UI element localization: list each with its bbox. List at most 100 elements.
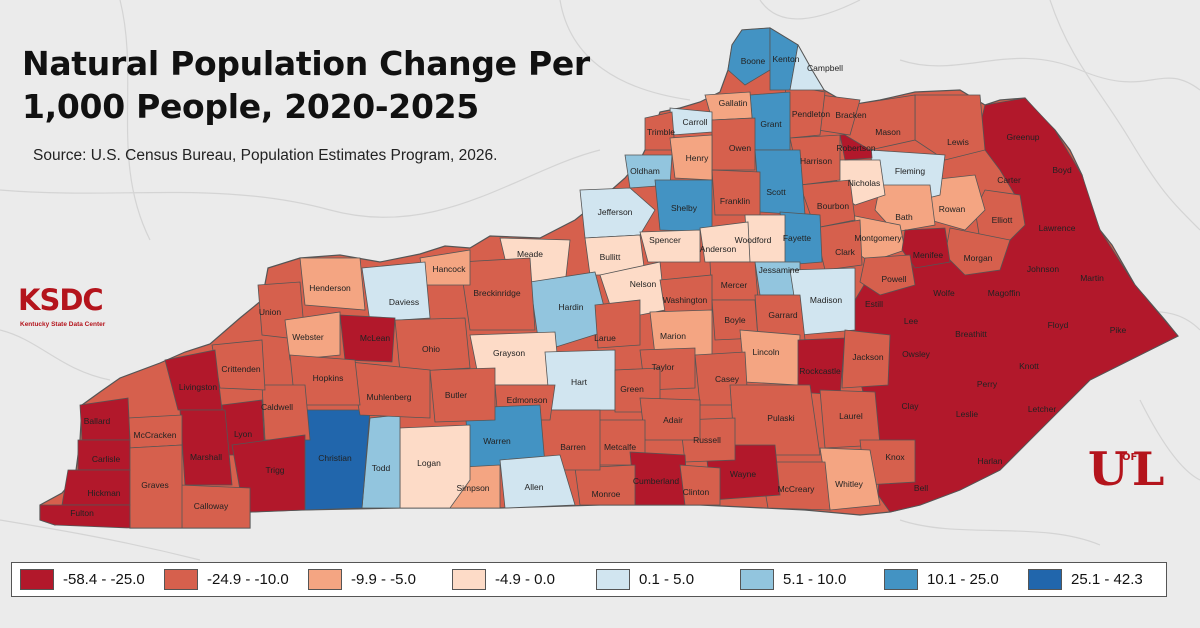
county-label: Montgomery (854, 233, 902, 243)
county-label: Madison (810, 295, 842, 305)
county-label: Hancock (432, 264, 466, 274)
county-label: Caldwell (261, 402, 293, 412)
county-washington[interactable] (659, 274, 713, 313)
county-label: Lawrence (1039, 223, 1076, 233)
county-label: Jackson (852, 352, 883, 362)
county-label: Fleming (895, 166, 926, 176)
county-label: Muhlenberg (367, 392, 412, 402)
county-label: Taylor (652, 362, 675, 372)
county-label: Boyd (1052, 165, 1072, 175)
county-label: Barren (560, 442, 586, 452)
county-label: Mercer (721, 280, 748, 290)
county-menifee[interactable] (901, 227, 951, 269)
county-label: Trimble (647, 127, 675, 137)
county-allen[interactable] (499, 454, 576, 509)
county-label: Union (259, 307, 281, 317)
county-label: Robertson (836, 143, 875, 153)
ksdc-logo-text: KSDC (18, 283, 104, 317)
county-label: Bell (914, 483, 928, 493)
county-monroe[interactable] (574, 464, 636, 506)
county-label: Hickman (87, 488, 120, 498)
county-marshall[interactable] (179, 409, 233, 486)
legend-swatch (308, 569, 342, 590)
county-label: Oldham (630, 166, 660, 176)
county-label: Lee (904, 316, 918, 326)
county-label: Bracken (835, 110, 866, 120)
county-fulton[interactable] (39, 504, 131, 529)
county-label: Scott (766, 187, 786, 197)
county-spencer[interactable] (639, 229, 701, 263)
county-webster[interactable] (284, 311, 341, 361)
county-label: Harrison (800, 156, 832, 166)
county-label: Ohio (422, 344, 440, 354)
county-mclean[interactable] (339, 314, 396, 363)
county-breckinridge[interactable] (459, 257, 536, 331)
county-butler[interactable] (429, 367, 496, 423)
county-label: Magoffin (988, 288, 1021, 298)
county-muhlenberg[interactable] (349, 361, 431, 419)
county-label: Christian (318, 453, 352, 463)
county-jackson[interactable] (841, 329, 891, 389)
county-label: Edmonson (507, 395, 548, 405)
county-label: Nelson (630, 279, 657, 289)
county-henderson[interactable] (299, 257, 366, 311)
legend-item: -24.9 - -10.0 (156, 569, 300, 590)
county-label: Elliott (992, 215, 1013, 225)
county-label: Knox (885, 452, 905, 462)
county-label: McCracken (134, 430, 177, 440)
county-powell[interactable] (859, 254, 916, 296)
uofl-logo-of: OF (1122, 452, 1138, 463)
county-label: Shelby (671, 203, 698, 213)
county-label: Jessamine (759, 265, 800, 275)
county-daviess[interactable] (361, 261, 431, 323)
county-label: Livingston (179, 382, 218, 392)
county-label: Bullitt (600, 252, 621, 262)
county-jefferson[interactable] (579, 187, 656, 239)
county-label: Spencer (649, 235, 681, 245)
county-franklin[interactable] (711, 169, 761, 216)
county-label: Butler (445, 390, 467, 400)
county-lincoln[interactable] (739, 329, 801, 386)
legend-swatch (452, 569, 486, 590)
uofl-logo: U OF L (1088, 444, 1170, 496)
county-clinton[interactable] (679, 464, 721, 506)
legend-item: 5.1 - 10.0 (732, 569, 876, 590)
county-label: Powell (881, 274, 906, 284)
county-caldwell[interactable] (261, 384, 311, 441)
county-label: Perry (977, 379, 998, 389)
county-campbell[interactable] (789, 43, 825, 91)
map-title: Natural Population Change Per 1,000 Peop… (22, 42, 590, 128)
county-label: Larue (594, 333, 616, 343)
uofl-logo-u: U (1088, 442, 1129, 496)
county-label: Hart (571, 377, 588, 387)
county-bath[interactable] (874, 184, 936, 233)
county-label: Casey (715, 374, 740, 384)
legend-item: 25.1 - 42.3 (1020, 569, 1164, 590)
county-label: Clay (901, 401, 919, 411)
legend-label: 25.1 - 42.3 (1071, 571, 1143, 588)
county-label: Whitley (835, 479, 864, 489)
county-label: Lewis (947, 137, 969, 147)
county-kenton[interactable] (769, 27, 799, 91)
county-label: Henderson (309, 283, 351, 293)
ksdc-logo: KSDC Kentucky State Data Center (18, 283, 143, 333)
county-label: Gallatin (719, 98, 748, 108)
county-larue[interactable] (594, 299, 641, 349)
county-label: Martin (1080, 273, 1104, 283)
county-label: Graves (141, 480, 168, 490)
county-label: Ballard (84, 416, 111, 426)
legend-label: 0.1 - 5.0 (639, 571, 695, 588)
county-label: Woodford (735, 235, 772, 245)
county-ohio[interactable] (394, 317, 471, 373)
county-label: Clinton (683, 487, 710, 497)
county-label: Mason (875, 127, 901, 137)
county-label: Rowan (939, 204, 966, 214)
county-label: Carroll (682, 117, 707, 127)
county-label: Carlisle (92, 454, 121, 464)
legend-item: -4.9 - 0.0 (444, 569, 588, 590)
county-label: Owsley (902, 349, 931, 359)
county-scott[interactable] (754, 149, 806, 216)
county-label: Meade (517, 249, 543, 259)
county-label: Greenup (1006, 132, 1039, 142)
